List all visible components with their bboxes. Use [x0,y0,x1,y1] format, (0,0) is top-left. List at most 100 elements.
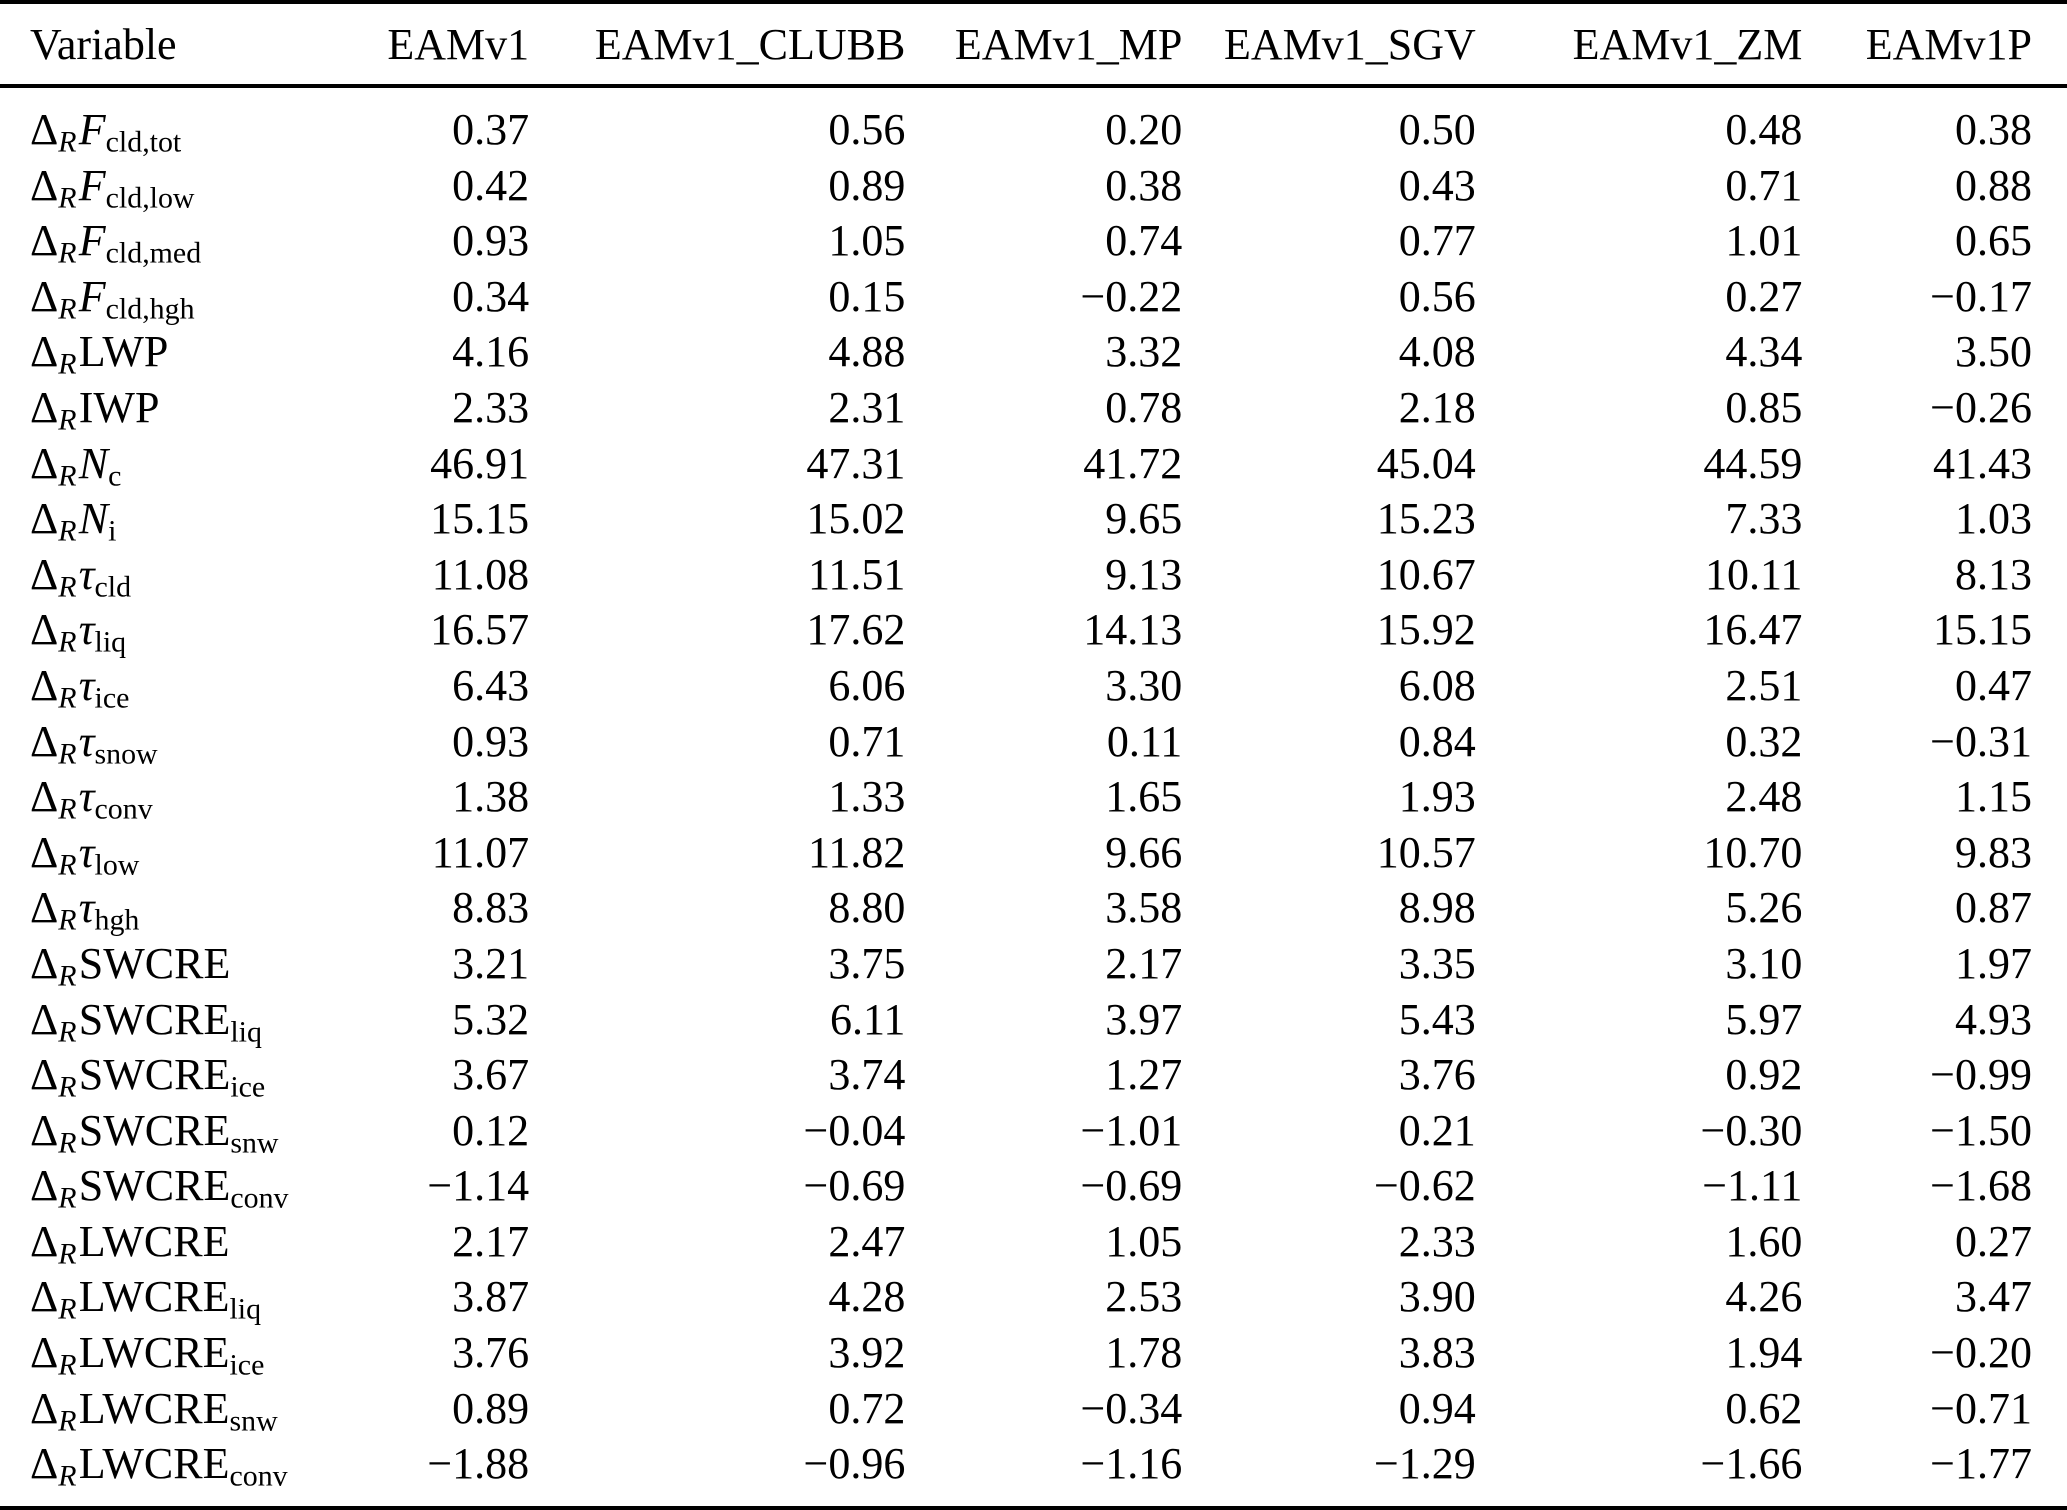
delta-subscript: R [58,792,77,826]
variable-base: τ [78,660,95,710]
value-cell: 6.11 [829,994,906,1044]
delta-symbol: Δ [30,1272,59,1322]
value-cell: 6.08 [1398,660,1476,710]
variable-subscript: hgh [94,903,140,937]
column-header-eamv1-sgv: EAMv1_SGV [1182,2,1476,88]
column-header-eamv1-mp: EAMv1_MP [905,2,1183,88]
value-cell: −0.34 [1080,1383,1183,1433]
value-cell: 44.59 [1703,438,1803,488]
table-row: ΔRLWCRE 2.17 2.47 1.05 2.33 1.60 0.27 [0,1214,2067,1270]
value-cell: 14.13 [1083,605,1183,655]
value-cell: −0.22 [1080,271,1183,321]
value-cell: 9.65 [1105,494,1183,544]
value-cell: 2.48 [1725,772,1803,822]
value-cell: 1.03 [1955,494,2032,544]
delta-subscript: R [58,1459,77,1493]
variable-subscript: ice [94,681,130,715]
variable-subscript: ice [229,1348,265,1382]
delta-symbol: Δ [30,772,59,822]
delta-symbol: Δ [30,160,59,210]
value-cell: 6.43 [452,660,530,710]
value-cell: −0.69 [803,1161,906,1211]
value-cell: 3.76 [1398,1050,1476,1100]
value-cell: 15.23 [1376,494,1476,544]
delta-subscript: R [58,625,77,659]
value-cell: 0.34 [452,271,530,321]
variable-base: LWP [78,327,169,377]
delta-subscript: R [58,681,77,715]
delta-subscript: R [58,1014,77,1048]
variable-subscript: low [94,848,140,882]
value-cell: 0.47 [1955,660,2032,710]
value-cell: 1.38 [452,772,530,822]
value-cell: 0.21 [1398,1105,1476,1155]
column-header-eamv1p: EAMv1P [1802,2,2067,88]
variable-base: N [78,438,109,488]
column-header-eamv1: EAMv1 [330,2,530,88]
value-cell: −1.88 [427,1439,530,1489]
variable-label: ΔRSWCRE [0,936,331,992]
delta-symbol: Δ [30,660,59,710]
value-cell: −1.11 [1702,1161,1803,1211]
delta-subscript: R [58,459,77,493]
table-row: ΔRFcld,hgh 0.34 0.15 −0.22 0.56 0.27 −0.17 [0,269,2067,325]
value-cell: 8.98 [1398,883,1476,933]
delta-symbol: Δ [30,271,59,321]
value-cell: −1.77 [1930,1439,2032,1489]
value-cell: 0.84 [1398,716,1476,766]
value-cell: 0.48 [1725,105,1803,154]
variable-base: F [78,271,106,321]
value-cell: 3.21 [452,938,530,988]
value-cell: 0.56 [828,105,906,154]
variable-subscript: i [108,514,117,548]
value-cell: 2.33 [1398,1216,1476,1266]
value-cell: 3.97 [1105,994,1183,1044]
value-cell: 10.11 [1705,549,1803,599]
variable-subscript: cld,med [105,236,202,270]
delta-symbol: Δ [30,938,59,988]
value-cell: 4.34 [1725,327,1803,377]
table-row: ΔRNi 15.15 15.02 9.65 15.23 7.33 1.03 [0,491,2067,547]
table-row: ΔRLWCREice 3.76 3.92 1.78 3.83 1.94 −0.20 [0,1325,2067,1381]
table-row: ΔRLWCREconv −1.88 −0.96 −1.16 −1.29 −1.66 −1.7… [0,1436,2067,1508]
value-cell: 0.74 [1105,216,1183,266]
value-cell: −0.62 [1373,1161,1476,1211]
value-cell: 15.15 [430,494,530,544]
variable-base: τ [78,827,95,877]
variable-label: ΔRτliq [0,602,331,658]
value-cell: 2.17 [1105,938,1183,988]
table-row: ΔRSWCREliq 5.32 6.11 3.97 5.43 5.97 4.93 [0,992,2067,1048]
value-cell: 41.43 [1933,438,2032,488]
column-header-variable: Variable [0,2,331,88]
delta-symbol: Δ [30,1216,59,1266]
table-header: Variable EAMv1 EAMv1_CLUBB EAMv1_MP EAMv… [0,2,2067,88]
value-cell: 0.72 [828,1383,906,1433]
column-header-eamv1-zm: EAMv1_ZM [1475,2,1803,88]
table-row: ΔRτliq 16.57 17.62 14.13 15.92 16.47 15.15 [0,602,2067,658]
variable-subscript: conv [229,1459,288,1493]
value-cell: 3.47 [1955,1272,2032,1322]
value-cell: 41.72 [1083,438,1183,488]
variable-subscript: c [108,459,122,493]
variable-base: SWCRE [78,1050,231,1100]
value-cell: 8.83 [452,883,530,933]
value-cell: −0.04 [803,1105,906,1155]
variable-label: ΔRτconv [0,769,331,825]
value-cell: 16.47 [1703,605,1803,655]
value-cell: 0.87 [1955,883,2032,933]
delta-symbol: Δ [30,494,59,544]
variable-base: LWCRE [78,1328,230,1378]
delta-subscript: R [58,1126,77,1160]
value-cell: 10.57 [1376,827,1476,877]
variable-base: F [78,160,106,210]
value-cell: 2.17 [452,1216,530,1266]
value-cell: 5.97 [1725,994,1803,1044]
table-row: ΔRτlow 11.07 11.82 9.66 10.57 10.70 9.83 [0,825,2067,881]
delta-symbol: Δ [30,605,59,655]
delta-symbol: Δ [30,1328,59,1378]
variable-label: ΔRLWCREconv [0,1436,331,1508]
variable-label: ΔRLWCREice [0,1325,331,1381]
value-cell: 11.51 [807,549,906,599]
value-cell: 2.18 [1398,382,1476,432]
delta-symbol: Δ [30,216,59,266]
